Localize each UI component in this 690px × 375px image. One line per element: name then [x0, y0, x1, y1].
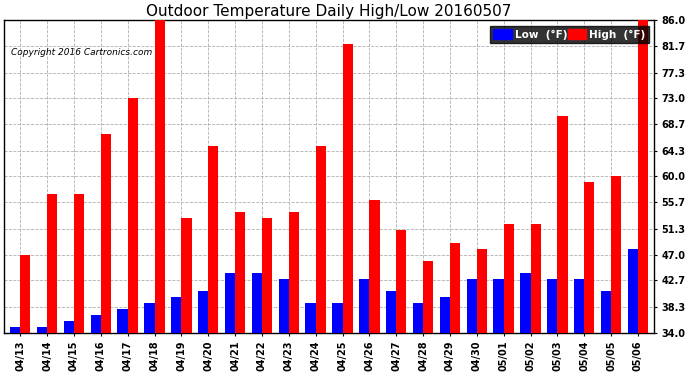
Bar — [144, 303, 155, 333]
Bar — [20, 255, 30, 333]
Bar — [289, 213, 299, 333]
Bar — [90, 315, 101, 333]
Bar — [252, 273, 262, 333]
Bar — [359, 279, 369, 333]
Bar — [155, 20, 165, 333]
Text: Copyright 2016 Cartronics.com: Copyright 2016 Cartronics.com — [10, 48, 152, 57]
Bar — [198, 291, 208, 333]
Bar — [37, 327, 47, 333]
Bar — [628, 249, 638, 333]
Bar — [611, 177, 621, 333]
Bar — [413, 303, 423, 333]
Bar — [638, 20, 648, 333]
Legend: Low  (°F), High  (°F): Low (°F), High (°F) — [490, 26, 649, 43]
Bar — [47, 195, 57, 333]
Bar — [423, 261, 433, 333]
Bar — [10, 327, 20, 333]
Bar — [63, 321, 74, 333]
Bar — [101, 134, 111, 333]
Bar — [547, 279, 558, 333]
Bar — [117, 309, 128, 333]
Bar — [493, 279, 504, 333]
Bar — [279, 279, 289, 333]
Bar — [171, 297, 181, 333]
Bar — [342, 44, 353, 333]
Bar — [558, 116, 568, 333]
Bar — [262, 219, 272, 333]
Bar — [531, 225, 541, 333]
Bar — [440, 297, 450, 333]
Bar — [450, 243, 460, 333]
Bar — [306, 303, 316, 333]
Bar — [128, 98, 138, 333]
Bar — [504, 225, 514, 333]
Bar — [520, 273, 531, 333]
Bar — [74, 195, 84, 333]
Bar — [333, 303, 342, 333]
Bar — [477, 249, 487, 333]
Bar — [574, 279, 584, 333]
Bar — [208, 146, 219, 333]
Bar — [235, 213, 246, 333]
Bar — [225, 273, 235, 333]
Bar — [601, 291, 611, 333]
Bar — [386, 291, 396, 333]
Title: Outdoor Temperature Daily High/Low 20160507: Outdoor Temperature Daily High/Low 20160… — [146, 4, 512, 19]
Bar — [396, 231, 406, 333]
Bar — [181, 219, 192, 333]
Bar — [369, 201, 380, 333]
Bar — [584, 183, 595, 333]
Bar — [466, 279, 477, 333]
Bar — [316, 146, 326, 333]
